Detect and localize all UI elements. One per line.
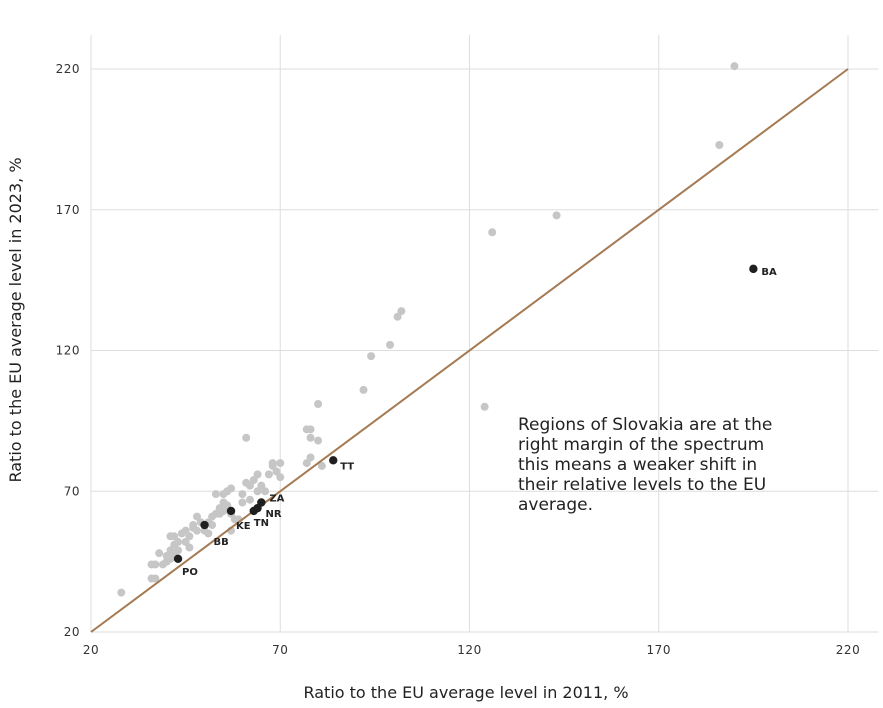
region-point xyxy=(268,459,277,468)
x-tick-label: 70 xyxy=(272,643,288,657)
region-point xyxy=(393,312,402,321)
region-point xyxy=(367,352,376,361)
region-label-tt: TT xyxy=(340,461,354,472)
x-tick-label: 20 xyxy=(83,643,99,657)
region-point xyxy=(185,532,194,541)
region-point xyxy=(245,495,254,504)
region-point xyxy=(397,307,406,316)
region-point xyxy=(715,141,724,150)
region-label-za: ZA xyxy=(269,494,284,505)
other-regions-points xyxy=(117,62,739,597)
region-label-nr: NR xyxy=(266,509,282,520)
region-point xyxy=(204,529,213,538)
region-label-ke: KE xyxy=(236,521,251,532)
region-point xyxy=(227,484,236,493)
region-point xyxy=(314,399,323,408)
annotation-text: Regions of Slovakia are at the right mar… xyxy=(518,415,778,515)
x-axis-title: Ratio to the EU average level in 2011, % xyxy=(303,683,628,702)
annotation-line: average. xyxy=(518,495,593,515)
region-point xyxy=(276,459,285,468)
region-point-po xyxy=(173,554,183,564)
region-point xyxy=(174,537,183,546)
region-point xyxy=(306,453,315,462)
region-label-ba: BA xyxy=(761,267,777,278)
region-label-tn: TN xyxy=(254,518,269,529)
region-point xyxy=(488,228,497,237)
equality-line xyxy=(90,68,849,633)
region-point xyxy=(253,470,262,479)
region-point xyxy=(238,490,247,499)
region-point xyxy=(170,532,179,541)
region-point xyxy=(359,385,368,394)
region-point xyxy=(242,433,251,442)
region-point-bb xyxy=(200,520,209,530)
region-point xyxy=(302,459,311,468)
region-point xyxy=(249,475,258,484)
region-point-tn xyxy=(249,506,258,516)
y-tick-label: 70 xyxy=(64,484,80,498)
region-point xyxy=(192,526,201,535)
region-point xyxy=(211,490,220,499)
y-tick-label: 220 xyxy=(56,62,80,76)
region-point xyxy=(317,461,326,470)
region-point xyxy=(264,470,273,479)
x-tick-label: 170 xyxy=(647,643,671,657)
y-tick-label: 170 xyxy=(56,203,80,217)
region-point xyxy=(238,498,247,507)
region-point xyxy=(151,560,160,569)
grid xyxy=(90,35,879,633)
region-point xyxy=(552,211,561,220)
region-point xyxy=(181,537,190,546)
reference-line-group xyxy=(90,68,849,633)
region-point-ba xyxy=(749,264,758,274)
region-point xyxy=(272,467,281,476)
region-point xyxy=(155,549,164,558)
region-point xyxy=(192,512,201,521)
y-axis-title: Ratio to the EU average level in 2023, % xyxy=(6,157,25,482)
annotation-line: their relative levels to the EU xyxy=(518,475,766,495)
region-point xyxy=(257,481,266,490)
region-point xyxy=(174,546,183,555)
region-point xyxy=(306,425,315,434)
region-point xyxy=(181,526,190,535)
region-point xyxy=(261,487,270,496)
annotation-line: right margin of the spectrum xyxy=(518,435,764,455)
region-point xyxy=(253,487,262,496)
region-point xyxy=(189,521,198,530)
region-point xyxy=(245,481,254,490)
region-point xyxy=(276,473,285,482)
region-point xyxy=(166,546,175,555)
region-point xyxy=(185,543,194,552)
region-point xyxy=(480,402,489,411)
region-point xyxy=(306,433,315,442)
x-tick-label: 120 xyxy=(457,643,481,657)
annotation-line: this means a weaker shift in xyxy=(518,455,757,475)
x-tick-label: 220 xyxy=(836,643,860,657)
region-label-po: PO xyxy=(182,567,198,578)
region-point xyxy=(386,340,395,349)
region-label-bb: BB xyxy=(214,537,229,548)
region-point-ke xyxy=(226,506,236,516)
region-point xyxy=(151,574,160,583)
region-point xyxy=(730,62,739,71)
y-tick-label: 20 xyxy=(64,625,80,639)
region-point xyxy=(117,588,126,597)
region-point xyxy=(208,521,217,530)
region-point xyxy=(314,436,323,445)
annotation-line: Regions of Slovakia are at the xyxy=(518,415,772,435)
region-point-tt xyxy=(329,456,338,465)
y-tick-label: 120 xyxy=(56,344,80,358)
slovak-regions-points xyxy=(173,264,758,564)
region-point xyxy=(219,506,228,515)
